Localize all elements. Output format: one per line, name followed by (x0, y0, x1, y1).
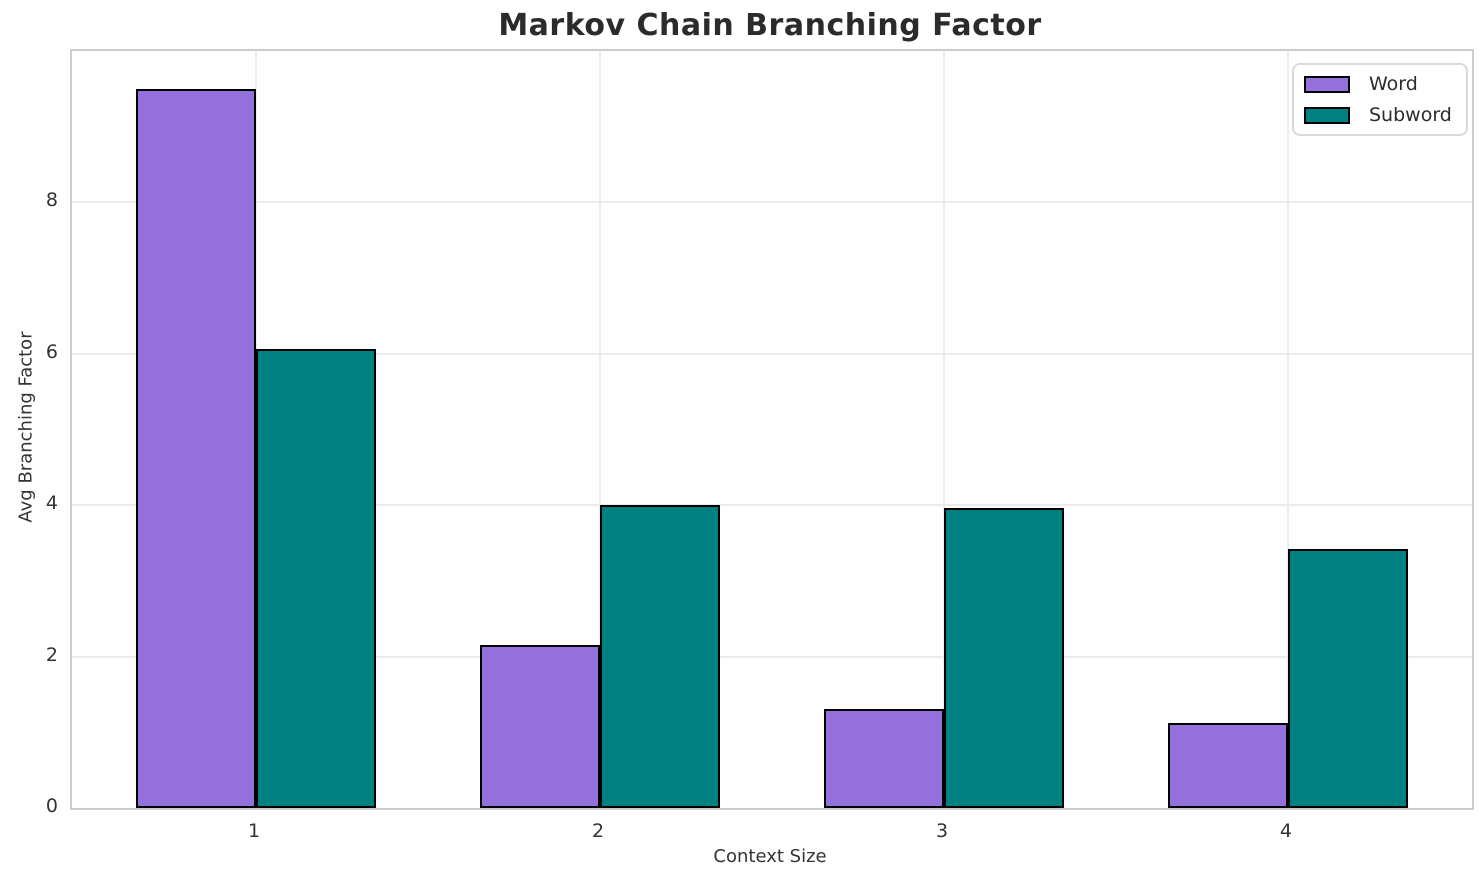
bar-subword-ctx3 (943, 508, 1065, 808)
x-tick-label-1: 1 (247, 820, 261, 842)
y-tick-label-4: 4 (45, 492, 58, 515)
bar-word-ctx3 (823, 708, 944, 808)
bar-subword-ctx2 (600, 505, 721, 808)
y-tick-label-6: 6 (45, 340, 58, 363)
gridline-vertical (599, 51, 601, 808)
x-tick-label-4: 4 (1279, 820, 1293, 842)
y-tick-label-2: 2 (45, 643, 58, 666)
legend-label-subword: Subword (1369, 104, 1452, 126)
x-tick-label-2: 2 (591, 820, 605, 842)
y-tick-label-0: 0 (45, 795, 58, 817)
legend-item-word: Word (1304, 72, 1452, 96)
bar-word-ctx1 (135, 88, 257, 808)
chart-title: Markov Chain Branching Factor (498, 8, 1042, 43)
bar-subword-ctx1 (256, 348, 377, 808)
y-axis-label: Avg Branching Factor (15, 331, 37, 523)
bar-word-ctx4 (1167, 723, 1288, 808)
bar-word-ctx2 (479, 645, 600, 808)
legend-item-subword: Subword (1304, 103, 1452, 127)
legend-swatch-word (1304, 75, 1350, 93)
gridline-vertical (942, 51, 945, 808)
x-axis-label: Context Size (713, 846, 827, 867)
bar-subword-ctx4 (1287, 549, 1409, 808)
legend: Word Subword (1292, 63, 1468, 136)
gridline-horizontal (72, 655, 1472, 658)
y-tick-label-8: 8 (45, 189, 58, 212)
gridline-horizontal (72, 504, 1472, 507)
gridline-horizontal (72, 201, 1472, 204)
legend-swatch-subword (1304, 106, 1350, 124)
gridline-horizontal (72, 352, 1472, 355)
legend-label-word: Word (1369, 73, 1418, 95)
gridline-vertical (1286, 51, 1289, 808)
plot-area (70, 49, 1474, 810)
x-tick-label-3: 3 (935, 820, 949, 842)
